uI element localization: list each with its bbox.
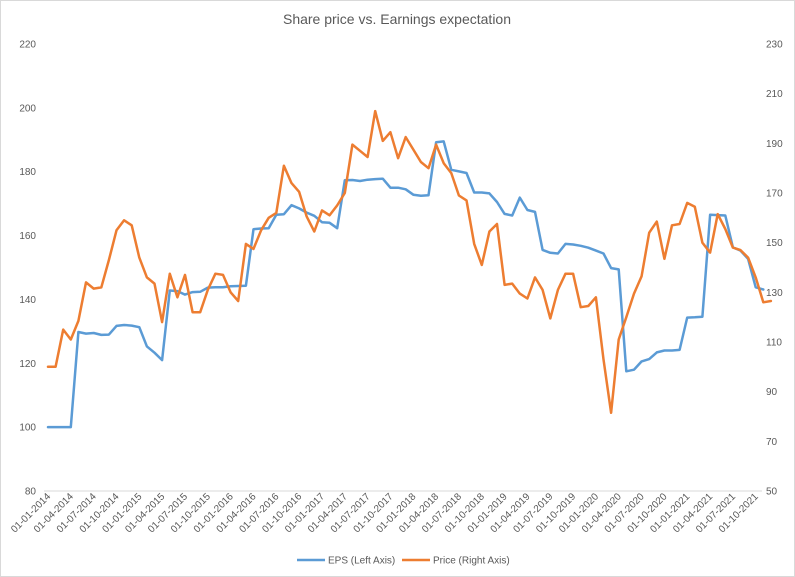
right-axis-ticks: 50 70 90 110 130 150 170 190 210 230 [766, 40, 783, 498]
legend: EPS (Left Axis) Price (Right Axis) [297, 556, 510, 567]
series-layer [46, 109, 773, 429]
right-axis-tick-label: 150 [766, 238, 783, 249]
right-axis-tick-label: 130 [766, 288, 783, 299]
legend-item-price[interactable]: Price (Right Axis) [402, 556, 510, 567]
right-axis-tick-label: 170 [766, 189, 783, 200]
left-axis-tick-label: 80 [25, 487, 37, 498]
right-axis-tick-label: 90 [766, 387, 778, 398]
legend-price-label: Price (Right Axis) [433, 556, 510, 567]
left-axis-tick-label: 180 [19, 167, 36, 178]
right-axis-tick-label: 210 [766, 89, 783, 100]
right-axis-tick-label: 70 [766, 437, 778, 448]
legend-item-eps[interactable]: EPS (Left Axis) [297, 556, 395, 567]
price-series-line [46, 109, 773, 415]
left-axis-tick-label: 200 [19, 103, 36, 114]
right-axis-tick-label: 110 [766, 338, 782, 349]
right-axis-tick-label: 230 [766, 40, 783, 51]
right-axis-tick-label: 50 [766, 487, 778, 498]
left-axis-ticks: 80 100 120 140 160 180 200 220 [19, 40, 36, 498]
eps-series-line [46, 140, 765, 429]
x-axis-ticks: 01-01-201401-04-201401-07-201401-10-2014… [9, 491, 761, 535]
left-axis-tick-label: 100 [19, 423, 36, 434]
chart-title: Share price vs. Earnings expectation [283, 11, 511, 27]
left-axis-tick-label: 120 [19, 359, 36, 370]
right-axis-tick-label: 190 [766, 139, 783, 150]
legend-eps-label: EPS (Left Axis) [328, 556, 395, 567]
left-axis-tick-label: 160 [19, 231, 36, 242]
left-axis-tick-label: 220 [19, 40, 36, 51]
left-axis-tick-label: 140 [19, 295, 36, 306]
